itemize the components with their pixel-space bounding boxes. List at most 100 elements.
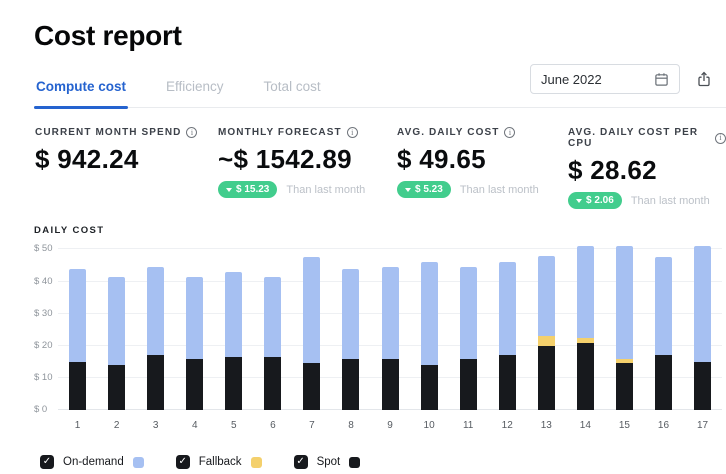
kpi-label: AVG. DAILY COST xyxy=(397,127,500,138)
bar-day-17[interactable]: 17 xyxy=(683,243,722,431)
chart-title: DAILY COST xyxy=(34,225,105,236)
legend-item-fallback[interactable]: ✓ Fallback xyxy=(175,455,262,469)
bar-segment-on-demand xyxy=(654,257,672,356)
triangle-down-icon xyxy=(576,198,582,203)
bar-day-3[interactable]: 3 xyxy=(136,243,175,431)
bar-segment-fallback xyxy=(537,336,555,346)
bar-segment-on-demand xyxy=(381,267,399,359)
kpi-delta: $ 15.23 Than last month xyxy=(218,181,397,198)
chart-area: 1 2 3 4 5 6 7 8 9 10 11 12 13 14 15 16 17 $ 0 $ 10 $ 20 $ 3… xyxy=(34,243,722,435)
bar-day-11[interactable]: 11 xyxy=(449,243,488,431)
legend-label: Spot xyxy=(316,456,341,468)
bar-day-16[interactable]: 16 xyxy=(644,243,683,431)
bar-segment-on-demand xyxy=(303,257,321,364)
stacked-bar xyxy=(459,267,477,410)
kpi-current-month-spend: CURRENT MONTH SPEND $ 942.24 xyxy=(35,127,218,209)
checkbox-on-demand[interactable]: ✓ xyxy=(40,455,54,469)
triangle-down-icon xyxy=(226,187,232,192)
x-axis-tick-label: 17 xyxy=(696,420,709,431)
kpi-value: $ 28.62 xyxy=(568,155,657,185)
header-controls: June 2022 xyxy=(530,64,712,94)
info-icon[interactable] xyxy=(715,132,726,144)
x-axis-tick-label: 13 xyxy=(540,420,552,431)
kpi-delta: $ 5.23 Than last month xyxy=(397,181,568,198)
x-axis-tick-label: 11 xyxy=(462,420,474,431)
bar-segment-spot xyxy=(225,357,243,410)
kpi-delta: $ 2.06 Than last month xyxy=(568,192,726,209)
bar-day-5[interactable]: 5 xyxy=(214,243,253,431)
bar-day-9[interactable]: 9 xyxy=(371,243,410,431)
stacked-bar xyxy=(147,267,165,410)
bar-segment-spot xyxy=(186,358,204,410)
bar-segment-spot xyxy=(498,355,516,410)
bar-segment-on-demand xyxy=(342,268,360,359)
gridline xyxy=(58,248,722,250)
bar-day-12[interactable]: 12 xyxy=(488,243,527,431)
bar-segment-spot xyxy=(264,357,282,410)
delta-badge: $ 15.23 xyxy=(218,181,278,198)
bar-day-14[interactable]: 14 xyxy=(566,243,605,431)
kpi-label: AVG. DAILY COST PER CPU xyxy=(568,127,699,149)
info-icon[interactable] xyxy=(346,127,358,138)
bar-day-4[interactable]: 4 xyxy=(175,243,214,431)
bar-segment-on-demand xyxy=(694,246,712,362)
bar-segment-on-demand xyxy=(225,271,243,358)
y-axis-tick-label: $ 30 xyxy=(34,307,53,319)
stacked-bar xyxy=(615,246,633,410)
triangle-down-icon xyxy=(405,187,411,192)
bar-segment-spot xyxy=(615,363,633,410)
legend-item-on-demand[interactable]: ✓ On-demand xyxy=(40,455,144,469)
bar-day-6[interactable]: 6 xyxy=(253,243,292,431)
tab-compute-cost[interactable]: Compute cost xyxy=(34,73,129,109)
legend-swatch-fallback xyxy=(250,456,262,468)
info-icon[interactable] xyxy=(504,127,516,138)
x-axis-tick-label: 15 xyxy=(618,420,630,431)
tab-efficiency[interactable]: Efficiency xyxy=(166,79,224,94)
bar-day-1[interactable]: 1 xyxy=(58,243,97,431)
x-axis-tick-label: 14 xyxy=(579,420,591,431)
kpi-monthly-forecast: MONTHLY FORECAST ~$ 1542.89 $ 15.23 Than… xyxy=(218,127,397,209)
date-picker[interactable]: June 2022 xyxy=(530,64,680,94)
bar-segment-spot xyxy=(69,361,87,410)
x-axis-tick-label: 9 xyxy=(387,420,393,431)
legend-item-spot[interactable]: ✓ Spot xyxy=(293,455,361,469)
stacked-bar xyxy=(69,268,87,410)
bar-segment-spot xyxy=(694,361,712,410)
delta-note: Than last month xyxy=(286,183,366,196)
tabs: Compute cost Efficiency Total cost xyxy=(34,73,323,109)
legend-swatch-spot xyxy=(349,456,361,468)
share-button[interactable] xyxy=(696,71,712,88)
stacked-bar xyxy=(186,276,204,410)
bar-segment-spot xyxy=(654,355,672,410)
kpi-avg-daily-cost: AVG. DAILY COST $ 49.65 $ 5.23 Than last… xyxy=(397,127,568,209)
x-axis-tick-label: 16 xyxy=(657,420,670,431)
legend-label: On-demand xyxy=(63,456,124,468)
stacked-bar xyxy=(498,262,516,410)
tab-total-cost[interactable]: Total cost xyxy=(263,79,321,94)
checkbox-spot[interactable]: ✓ xyxy=(293,455,308,469)
kpi-value: ~$ 1542.89 xyxy=(218,144,352,174)
page-title: Cost report xyxy=(34,20,182,51)
kpi-label: MONTHLY FORECAST xyxy=(218,127,342,138)
x-axis-tick-label: 3 xyxy=(152,420,159,431)
info-icon[interactable] xyxy=(186,127,198,138)
bar-segment-fallback xyxy=(615,358,633,364)
chart-legend: ✓ On-demand ✓ Fallback ✓ Spot xyxy=(40,455,726,469)
y-axis-tick-label: $ 40 xyxy=(34,275,53,287)
bar-segment-spot xyxy=(108,365,126,410)
stacked-bar xyxy=(654,257,672,410)
checkbox-fallback[interactable]: ✓ xyxy=(175,455,190,469)
bar-segment-spot xyxy=(576,342,594,410)
bar-day-13[interactable]: 13 xyxy=(527,243,566,431)
bar-segment-on-demand xyxy=(69,268,87,362)
kpi-value: $ 49.65 xyxy=(397,144,486,174)
bar-segment-on-demand xyxy=(459,267,477,359)
bar-day-10[interactable]: 10 xyxy=(410,243,449,431)
bar-day-7[interactable]: 7 xyxy=(292,243,331,431)
bar-day-2[interactable]: 2 xyxy=(97,243,136,431)
bar-day-8[interactable]: 8 xyxy=(331,243,370,431)
x-axis-tick-label: 10 xyxy=(423,420,435,431)
header-row: Compute cost Efficiency Total cost June … xyxy=(34,64,726,109)
bar-day-15[interactable]: 15 xyxy=(605,243,644,431)
delta-value: $ 5.23 xyxy=(415,184,443,195)
